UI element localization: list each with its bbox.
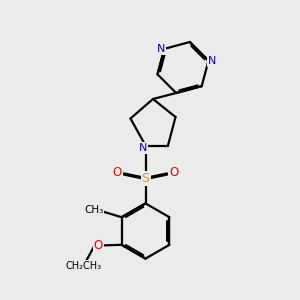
Text: O: O <box>169 166 178 179</box>
Text: N: N <box>157 44 165 54</box>
Text: S: S <box>142 172 149 185</box>
Text: N: N <box>139 143 147 153</box>
Text: O: O <box>94 239 103 252</box>
Text: CH₂CH₃: CH₂CH₃ <box>65 261 102 271</box>
Text: N: N <box>208 56 216 66</box>
Text: O: O <box>113 166 122 179</box>
Text: CH₃: CH₃ <box>84 205 104 215</box>
